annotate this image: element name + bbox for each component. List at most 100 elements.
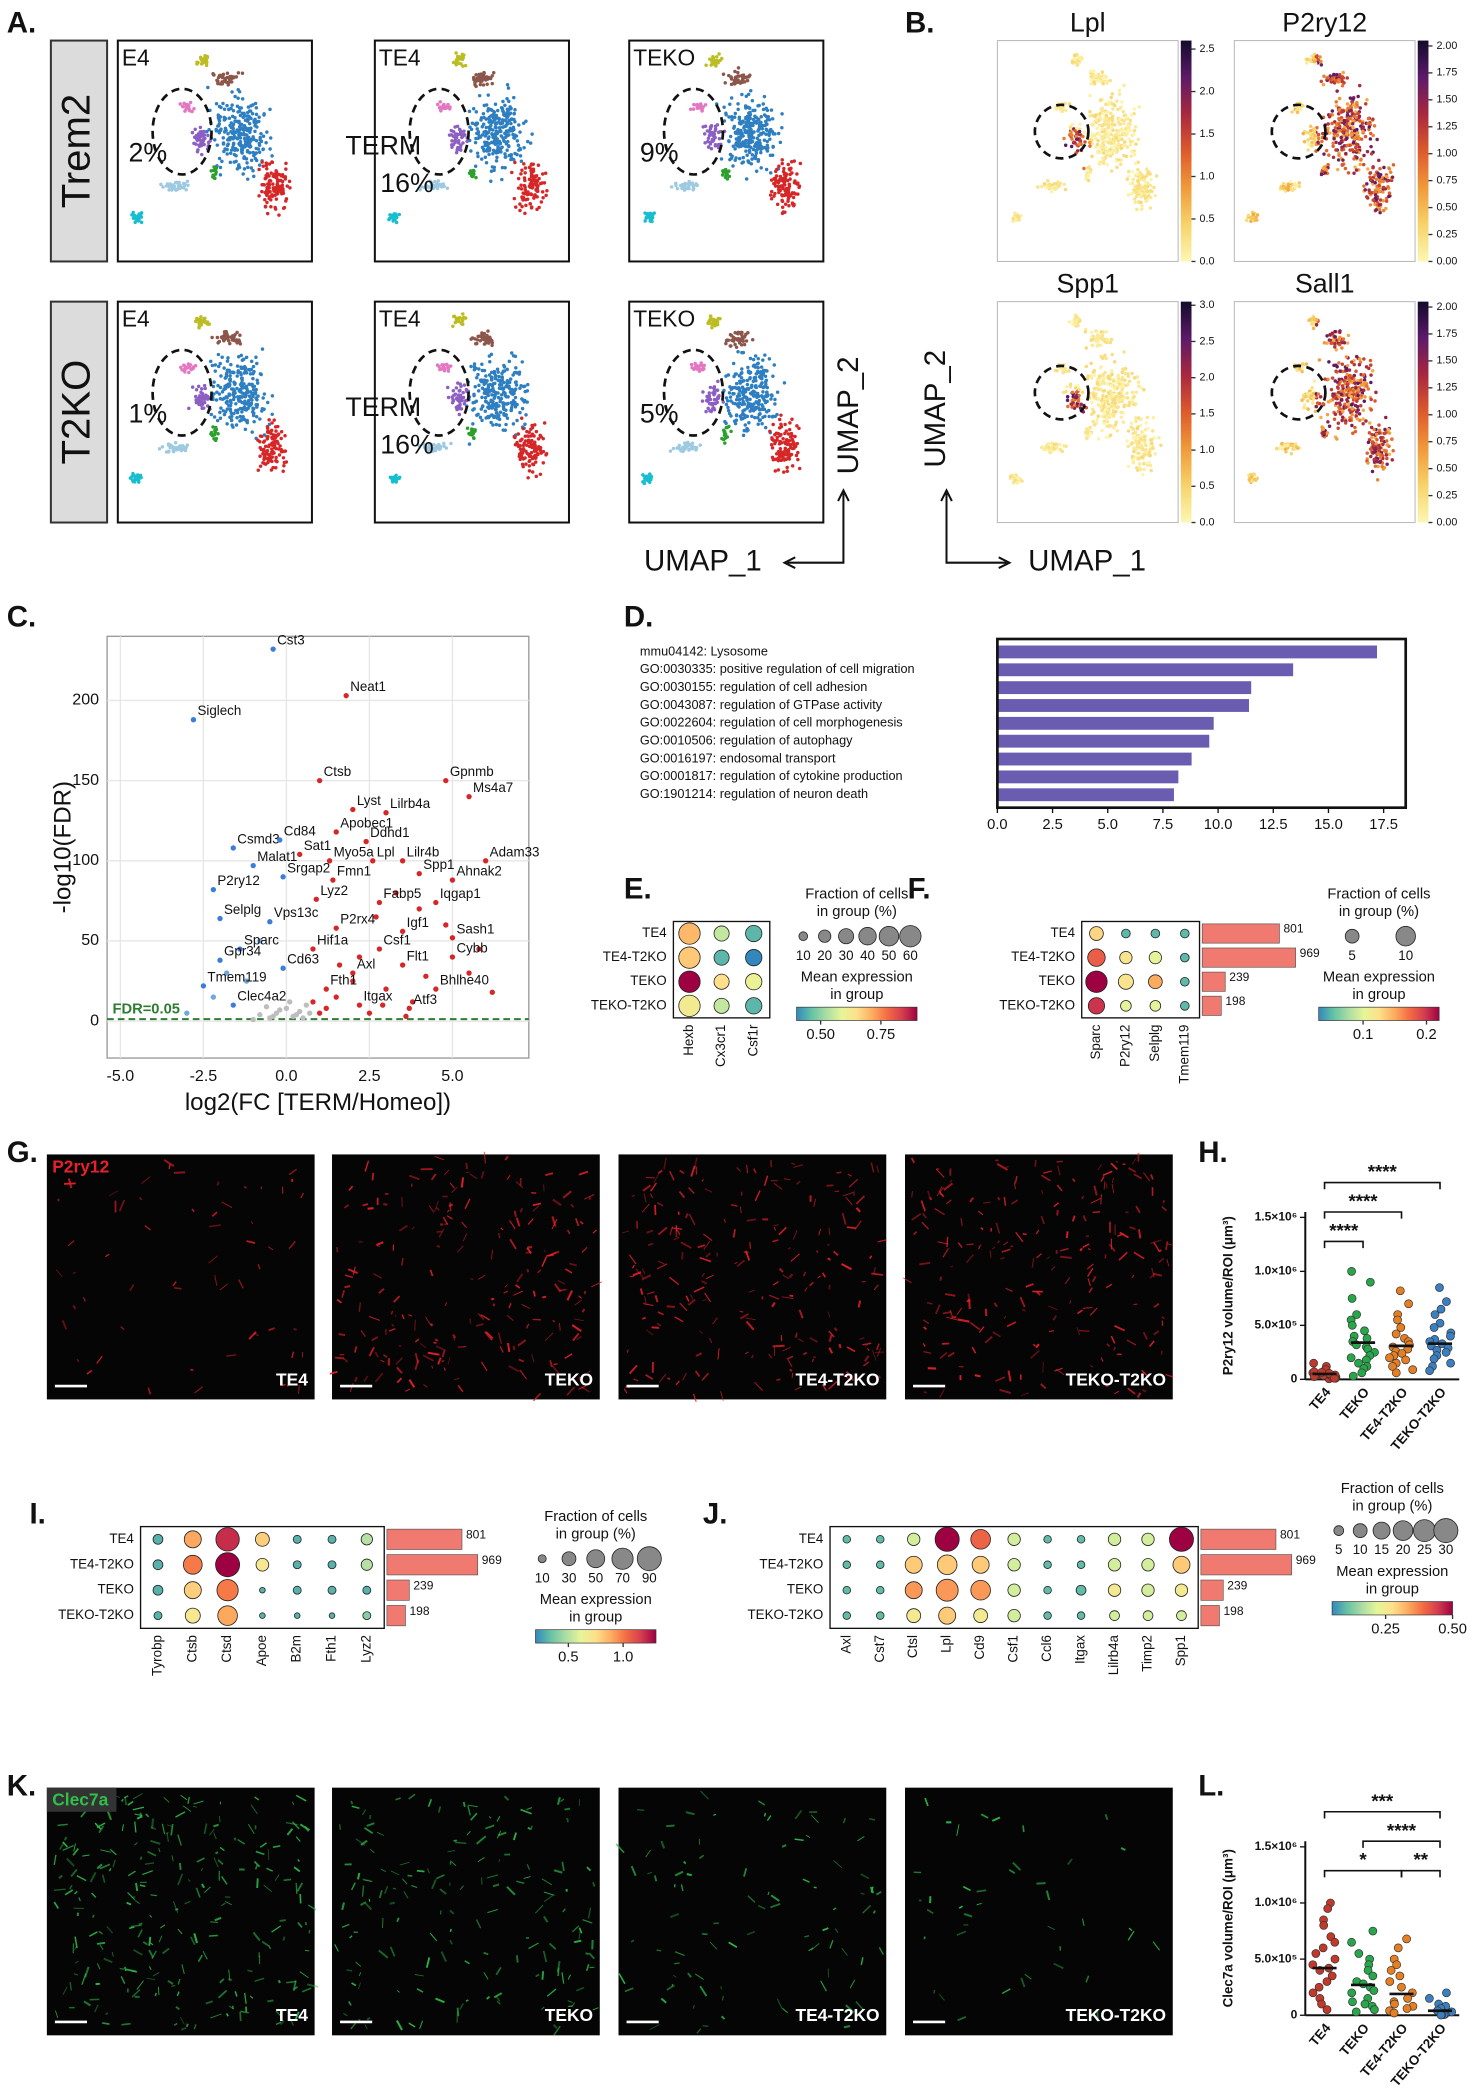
cell-dot [168, 182, 172, 186]
cell-dot [491, 423, 495, 427]
cell-dot [1118, 162, 1123, 167]
cell-dot [196, 396, 200, 401]
cell-dot [265, 211, 270, 216]
cell-dot [230, 103, 234, 107]
axis-label: UMAP_1 [644, 544, 762, 577]
cell-dot [494, 125, 498, 130]
cell-dot [1341, 70, 1346, 75]
cell-dot [488, 359, 492, 364]
cell-dot [473, 140, 478, 145]
cell-dot [773, 397, 777, 402]
cell-dot [1120, 378, 1124, 382]
colorbar-tick-label: 0.0 [1200, 255, 1215, 267]
cell-dot [778, 174, 783, 179]
cell-dot [724, 341, 728, 346]
cell-dot [761, 123, 765, 128]
cell-dot [485, 333, 489, 338]
cell-dot [274, 169, 278, 173]
cell-dot [784, 429, 789, 433]
cell-dot [511, 422, 516, 426]
cell-dot [230, 90, 234, 94]
cell-dot [271, 433, 276, 437]
gene-title: P2ry12 [1282, 8, 1367, 38]
cell-dot [253, 101, 258, 106]
cell-dot [1292, 182, 1297, 186]
cell-dot [1142, 191, 1146, 195]
cell-dot [504, 422, 508, 427]
cell-dot [495, 367, 500, 371]
cell-dot [1374, 208, 1378, 212]
cell-dot [704, 409, 708, 414]
cell-dot [1319, 79, 1324, 84]
cell-dot [745, 414, 750, 419]
cell-dot [212, 380, 216, 384]
cell-dot [1060, 109, 1065, 114]
cell-dot [764, 127, 768, 132]
cell-dot [745, 382, 750, 387]
umap-frame [628, 39, 825, 263]
cell-dot [535, 179, 540, 183]
cell-dot [390, 215, 395, 220]
cell-dot [755, 362, 760, 366]
cell-dot [222, 107, 227, 111]
cell-dot [647, 480, 652, 485]
cell-dot [482, 379, 487, 384]
cell-dot [729, 399, 733, 403]
cell-dot [1042, 182, 1047, 186]
cell-dot [263, 205, 268, 209]
cell-dot [280, 185, 284, 190]
cell-dot [1130, 371, 1134, 376]
cell-dot [505, 97, 509, 101]
cell-dot [239, 150, 244, 154]
cell-dot [539, 200, 544, 204]
cell-dot [222, 130, 227, 134]
expression-frame [996, 301, 1179, 524]
cell-dot [751, 123, 755, 128]
cell-dot [476, 412, 480, 417]
cell-dot [1124, 154, 1129, 159]
cell-dot [504, 131, 508, 136]
cell-dot [500, 165, 505, 170]
cell-dot [792, 442, 796, 447]
cell-dot [519, 172, 523, 176]
cell-dot [513, 395, 518, 400]
cell-dot [161, 185, 165, 189]
cell-dot [1049, 190, 1054, 194]
cell-dot [137, 480, 141, 484]
cell-dot [736, 127, 740, 132]
cell-dot [709, 147, 714, 151]
cell-dot [1377, 183, 1381, 188]
cell-dot [529, 162, 534, 166]
cell-dot [1367, 188, 1371, 192]
cell-dot [223, 410, 228, 414]
cell-dot [1116, 375, 1120, 379]
cell-dot [522, 146, 526, 150]
cell-dot [270, 421, 274, 425]
cell-dot [509, 121, 513, 126]
cell-dot [776, 468, 781, 472]
cell-dot [778, 446, 783, 451]
cell-dot [508, 105, 512, 109]
cell-dot [249, 403, 253, 407]
cell-dot [526, 440, 531, 445]
cell-dot [791, 439, 795, 444]
cell-dot [178, 445, 183, 449]
cell-dot [769, 108, 774, 112]
cell-dot [683, 181, 687, 186]
cell-dot [647, 214, 651, 218]
cell-dot [256, 438, 260, 442]
cell-dot [690, 366, 694, 370]
cell-dot [744, 106, 748, 110]
cell-dot [139, 220, 144, 225]
cell-dot [219, 374, 223, 378]
cell-dot [287, 179, 292, 184]
cell-dot [241, 144, 246, 148]
cell-dot [769, 397, 773, 401]
cell-dot [760, 403, 764, 407]
cell-dot [702, 367, 706, 371]
cell-dot [1382, 165, 1386, 170]
cell-dot [199, 398, 204, 403]
cell-dot [450, 139, 454, 143]
cell-dot [484, 117, 488, 121]
cell-dot [1098, 375, 1102, 379]
